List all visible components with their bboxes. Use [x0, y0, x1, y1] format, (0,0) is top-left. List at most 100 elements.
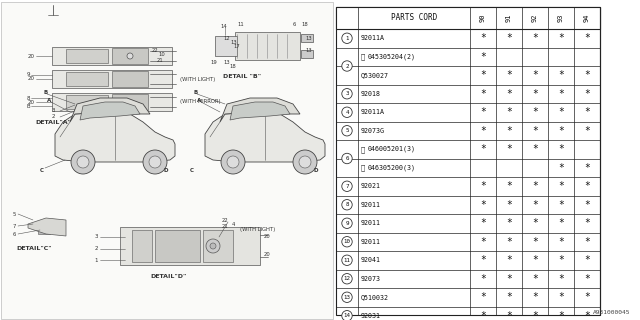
Text: *: * [558, 181, 564, 191]
Text: *: * [506, 237, 512, 247]
Bar [301, 50, 313, 58]
Circle shape [342, 236, 352, 247]
Text: 21: 21 [222, 225, 228, 229]
Bar [52, 47, 172, 65]
Circle shape [149, 156, 161, 168]
Text: 12: 12 [344, 276, 351, 281]
Text: *: * [584, 237, 590, 247]
Text: 4: 4 [345, 110, 349, 115]
Text: C: C [190, 167, 194, 172]
Circle shape [227, 156, 239, 168]
Text: Ⓢ: Ⓢ [361, 164, 365, 171]
Bar [67, 95, 108, 109]
Text: Q530027: Q530027 [361, 72, 389, 78]
Text: *: * [532, 181, 538, 191]
Circle shape [206, 239, 220, 253]
Text: *: * [558, 89, 564, 99]
Text: *: * [480, 107, 486, 117]
Circle shape [342, 292, 352, 302]
Text: 92011: 92011 [361, 239, 381, 245]
Polygon shape [28, 218, 66, 236]
Bar [132, 230, 152, 262]
Bar [52, 93, 172, 111]
Text: *: * [558, 237, 564, 247]
Text: 20: 20 [28, 76, 35, 82]
Text: 92041: 92041 [361, 257, 381, 263]
Bar [52, 70, 172, 88]
Text: 92073: 92073 [361, 276, 381, 282]
Text: (WITH LIGHT): (WITH LIGHT) [180, 76, 215, 82]
Text: 92011: 92011 [361, 220, 381, 226]
Circle shape [342, 107, 352, 117]
Text: 20: 20 [28, 100, 35, 105]
Text: *: * [480, 89, 486, 99]
Text: *: * [480, 237, 486, 247]
Circle shape [342, 218, 352, 228]
Text: *: * [584, 107, 590, 117]
Text: *: * [584, 70, 590, 80]
Circle shape [342, 181, 352, 191]
Text: *: * [506, 144, 512, 154]
Text: *: * [506, 126, 512, 136]
Bar [155, 230, 200, 262]
Text: 14: 14 [220, 25, 227, 29]
Text: *: * [506, 255, 512, 265]
Text: *: * [558, 274, 564, 284]
Text: 92011A: 92011A [361, 35, 385, 41]
Text: D: D [163, 167, 168, 172]
Text: 13: 13 [230, 41, 237, 45]
Bar [67, 72, 108, 86]
Text: *: * [506, 200, 512, 210]
Text: *: * [584, 292, 590, 302]
Text: *: * [584, 218, 590, 228]
Text: 9: 9 [26, 73, 30, 77]
Text: DETAIL"D": DETAIL"D" [150, 275, 186, 279]
Text: 3: 3 [345, 91, 349, 96]
Text: *: * [558, 311, 564, 320]
Bar [112, 94, 148, 109]
Circle shape [71, 150, 95, 174]
Text: 20: 20 [264, 252, 271, 258]
Text: 92: 92 [532, 14, 538, 22]
Text: 92011A: 92011A [361, 109, 385, 115]
Circle shape [342, 89, 352, 99]
Text: *: * [584, 181, 590, 191]
Text: *: * [558, 200, 564, 210]
Text: *: * [506, 70, 512, 80]
Text: *: * [584, 274, 590, 284]
Text: 13: 13 [344, 295, 351, 300]
Bar [215, 36, 237, 56]
Circle shape [210, 243, 216, 249]
Text: 7: 7 [345, 184, 349, 189]
Text: 13: 13 [223, 60, 230, 66]
Text: *: * [558, 126, 564, 136]
Text: *: * [532, 89, 538, 99]
Text: A: A [197, 98, 201, 102]
Circle shape [127, 53, 133, 59]
Text: 11: 11 [237, 21, 244, 27]
Text: B: B [43, 90, 47, 94]
Text: *: * [558, 292, 564, 302]
Text: 5: 5 [345, 128, 349, 133]
Text: 12: 12 [223, 36, 230, 41]
Circle shape [293, 150, 317, 174]
Circle shape [342, 200, 352, 210]
Text: B: B [26, 103, 30, 108]
Text: 21: 21 [157, 58, 164, 62]
Circle shape [221, 150, 245, 174]
Text: *: * [506, 218, 512, 228]
Text: 5: 5 [13, 212, 16, 217]
Text: *: * [532, 311, 538, 320]
Circle shape [299, 156, 311, 168]
Text: *: * [584, 163, 590, 173]
Bar [203, 230, 233, 262]
Text: 22: 22 [222, 219, 228, 223]
Text: *: * [532, 144, 538, 154]
Text: *: * [506, 311, 512, 320]
Text: 20: 20 [28, 53, 35, 59]
Text: *: * [506, 274, 512, 284]
Text: *: * [480, 255, 486, 265]
Text: *: * [584, 126, 590, 136]
Text: 18: 18 [229, 63, 236, 68]
Polygon shape [80, 102, 140, 120]
